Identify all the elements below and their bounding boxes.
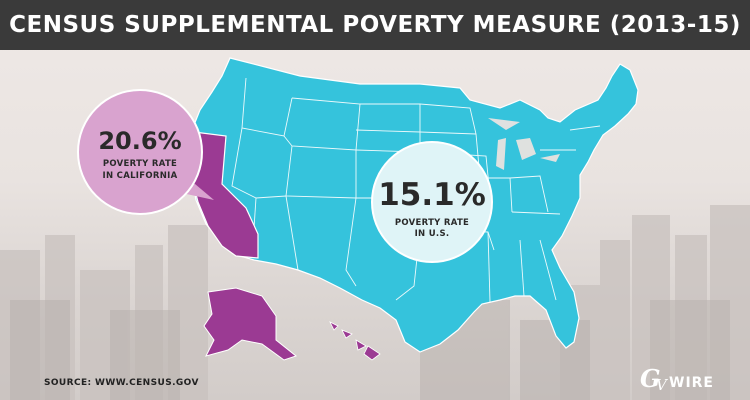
us-rate-value: 15.1% [378, 177, 486, 213]
us-rate-sublabel: IN U.S. [414, 229, 450, 239]
svg-text:G: G [640, 364, 661, 393]
page-title: CENSUS SUPPLEMENTAL POVERTY MEASURE (201… [9, 12, 741, 38]
title-banner: CENSUS SUPPLEMENTAL POVERTY MEASURE (201… [0, 0, 750, 50]
great-lakes [488, 118, 560, 170]
california-rate-label: POVERTY RATE [102, 159, 178, 169]
hawaii-shape [329, 321, 381, 361]
california-rate-sublabel: IN CALIFORNIA [102, 171, 178, 181]
california-callout-bubble [77, 89, 203, 215]
svg-text:V: V [656, 376, 669, 394]
svg-text:WIRE: WIRE [669, 375, 714, 391]
gvwire-logo: G V WIRE [640, 364, 714, 394]
alaska-shape [203, 287, 298, 361]
california-rate-value: 20.6% [98, 127, 182, 155]
us-rate-label: POVERTY RATE [394, 218, 470, 228]
us-callout-bubble [371, 141, 493, 263]
source-caption: SOURCE: WWW.CENSUS.GOV [44, 378, 199, 388]
